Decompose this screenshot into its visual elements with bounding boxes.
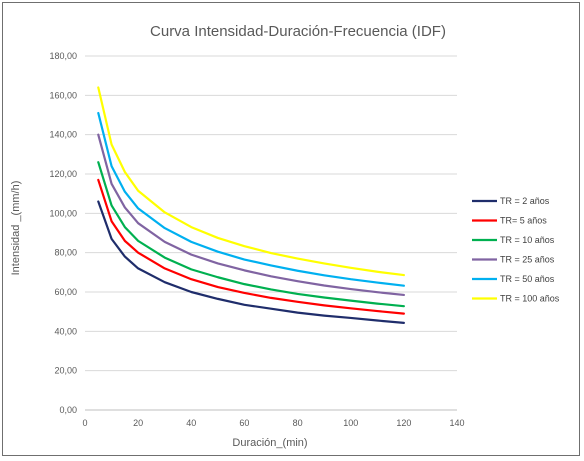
chart-frame <box>2 2 580 456</box>
x-tick-label: 0 <box>82 418 87 428</box>
x-axis-ticks: 0 20 40 60 80 100 120 140 <box>82 418 464 428</box>
series-lines <box>97 86 405 324</box>
legend-label-2: TR= 5 años <box>500 216 547 226</box>
grid-lines <box>85 55 457 411</box>
y-tick-label: 100,00 <box>49 208 77 218</box>
y-tick-label: 80,00 <box>54 248 77 258</box>
x-tick-label: 80 <box>293 418 303 428</box>
legend-label-6: TR = 100 años <box>500 294 560 304</box>
x-tick-label: 20 <box>133 418 143 428</box>
legend-label-1: TR = 2 años <box>500 196 550 206</box>
y-axis-ticks: 0,00 20,00 40,00 60,00 80,00 100,00 120,00 140,… <box>49 51 77 415</box>
y-tick-label: 120,00 <box>49 169 77 179</box>
y-tick-label: 40,00 <box>54 326 77 336</box>
x-tick-label: 40 <box>186 418 196 428</box>
y-tick-label: 140,00 <box>49 130 77 140</box>
x-axis-label: Duración_(min) <box>232 437 307 449</box>
y-tick-label: 0,00 <box>59 405 77 415</box>
y-tick-label: 180,00 <box>49 51 77 61</box>
legend-label-5: TR = 50 años <box>500 274 555 284</box>
series-line-3 <box>97 161 405 308</box>
series-line-2 <box>97 178 405 315</box>
y-tick-label: 160,00 <box>49 90 77 100</box>
series-line-4 <box>97 133 405 297</box>
chart-title: Curva Intensidad-Duración-Frecuencia (ID… <box>150 23 446 40</box>
x-tick-label: 140 <box>449 418 464 428</box>
legend-label-4: TR = 25 años <box>500 255 555 265</box>
y-axis-label: Intensidad _(mm/h) <box>10 181 22 276</box>
series-line-5 <box>97 111 405 287</box>
legend-label-3: TR = 10 años <box>500 235 555 245</box>
legend: TR = 2 años TR= 5 años TR = 10 años TR = 25… <box>472 196 560 304</box>
y-tick-label: 20,00 <box>54 366 77 376</box>
y-tick-label: 60,00 <box>54 287 77 297</box>
x-tick-label: 60 <box>239 418 249 428</box>
x-tick-label: 100 <box>343 418 358 428</box>
series-line-6 <box>97 86 405 277</box>
x-tick-label: 120 <box>396 418 411 428</box>
series-line-1 <box>97 200 405 324</box>
